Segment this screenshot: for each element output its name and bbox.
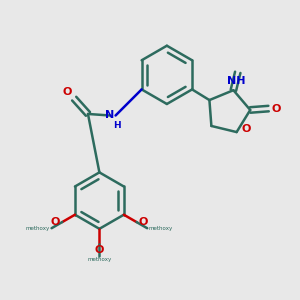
- Text: O: O: [272, 103, 281, 114]
- Text: methoxy: methoxy: [26, 226, 50, 231]
- Text: O: O: [138, 217, 148, 227]
- Text: methoxy: methoxy: [149, 226, 173, 231]
- Text: O: O: [62, 87, 72, 97]
- Text: N: N: [105, 110, 114, 120]
- Text: O: O: [51, 217, 60, 227]
- Text: O: O: [241, 124, 250, 134]
- Text: methoxy: methoxy: [87, 257, 112, 262]
- Text: H: H: [113, 121, 121, 130]
- Text: NH: NH: [227, 76, 245, 86]
- Text: O: O: [95, 245, 104, 255]
